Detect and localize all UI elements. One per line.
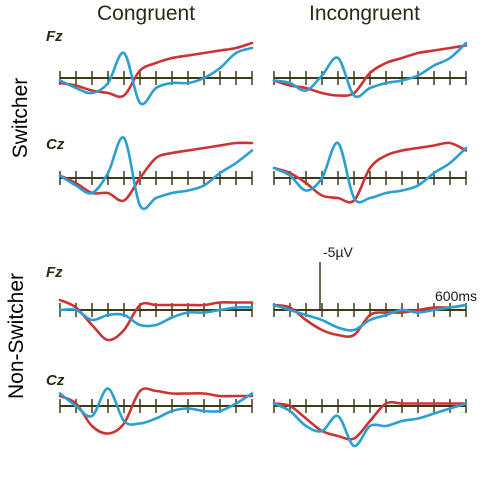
erp-line-blue xyxy=(272,402,468,448)
electrode-label-cz: Cz xyxy=(46,136,65,153)
erp-panel xyxy=(58,41,254,106)
erp-line-red xyxy=(58,387,254,435)
erp-line-blue xyxy=(272,41,468,99)
erp-panel xyxy=(272,41,468,99)
column-title-incongruent: Incongruent xyxy=(309,2,420,25)
scale-amplitude-label: -5µV xyxy=(323,244,353,260)
scale-time-label: 600ms xyxy=(435,288,478,304)
erp-line-red xyxy=(272,141,468,204)
erp-panel xyxy=(272,303,468,338)
electrode-label-fz: Fz xyxy=(46,28,63,45)
erp-line-red xyxy=(272,303,468,338)
erp-panel xyxy=(58,136,254,211)
erp-line-blue xyxy=(58,46,254,106)
erp-panel xyxy=(272,399,468,448)
erp-line-red xyxy=(58,41,254,99)
column-title-congruent: Congruent xyxy=(97,2,196,25)
erp-panel xyxy=(58,387,254,435)
electrode-label-cz: Cz xyxy=(46,372,65,389)
erp-panel xyxy=(58,298,254,342)
erp-line-blue xyxy=(272,141,468,204)
erp-line-red xyxy=(272,44,468,98)
erp-panel xyxy=(272,141,468,204)
erp-line-blue xyxy=(272,303,468,332)
erp-line-blue xyxy=(58,306,254,328)
electrode-label-fz: Fz xyxy=(46,264,63,281)
erp-line-red xyxy=(58,298,254,342)
erp-line-blue xyxy=(58,387,254,426)
erp-line-red xyxy=(272,400,468,441)
erp-line-blue xyxy=(58,136,254,211)
